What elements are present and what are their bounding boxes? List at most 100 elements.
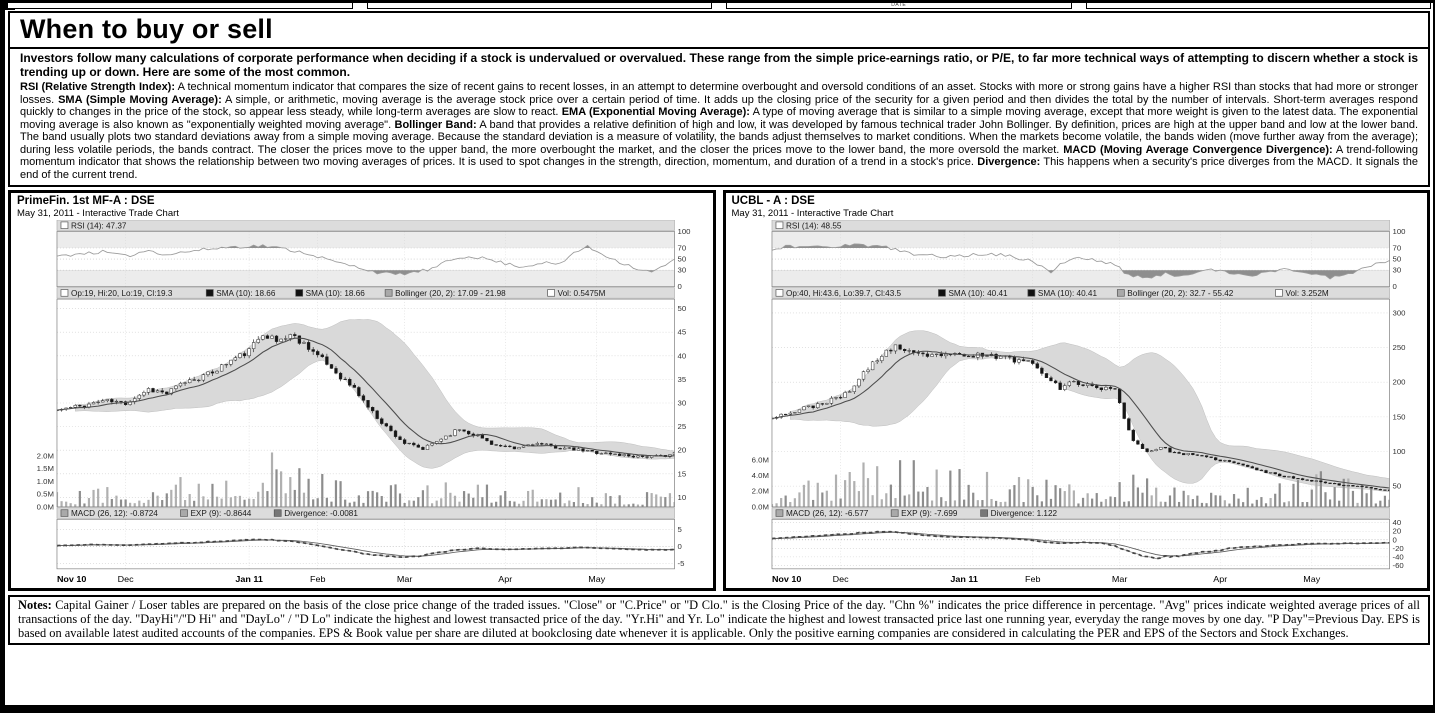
legend-label: SMA (10): 18.66 <box>216 289 276 298</box>
svg-text:10: 10 <box>678 493 687 502</box>
svg-text:Dec: Dec <box>118 574 135 584</box>
outline-legend-swatch-icon <box>775 221 783 229</box>
legend-label: Vol: 3.252M <box>1285 289 1329 298</box>
svg-text:May: May <box>1303 574 1321 584</box>
macd-line <box>56 539 675 558</box>
svg-text:0.0M: 0.0M <box>751 503 768 512</box>
svg-text:45: 45 <box>678 328 687 337</box>
legend-label: Bollinger (20, 2): 32.7 - 55.42 <box>1127 289 1234 298</box>
svg-text:30: 30 <box>1392 266 1401 275</box>
rsi-line <box>56 244 675 276</box>
outline-legend-swatch-icon <box>1274 289 1283 297</box>
legend-label: Op:40, Hi:43.6, Lo:39.7, Cl:43.5 <box>785 289 901 298</box>
svg-text:30: 30 <box>678 399 687 408</box>
svg-text:70: 70 <box>678 244 687 253</box>
chart-subtitle: May 31, 2011 - Interactive Trade Chart <box>731 207 894 219</box>
svg-text:15: 15 <box>678 469 687 478</box>
svg-text:-40: -40 <box>1392 553 1403 562</box>
sma-line <box>56 337 675 457</box>
svg-text:5: 5 <box>678 525 682 534</box>
gray-legend-swatch-icon <box>60 509 69 517</box>
gray-legend-swatch-icon <box>1116 289 1125 297</box>
svg-text:0.5M: 0.5M <box>37 490 54 499</box>
svg-text:40: 40 <box>1392 518 1401 527</box>
svg-text:Feb: Feb <box>310 574 326 584</box>
legend-label: EXP (9): -0.8644 <box>190 509 251 518</box>
svg-text:1.0M: 1.0M <box>37 477 54 486</box>
legend-label: Op:19, Hi:20, Lo:19, Cl:19.3 <box>71 289 173 298</box>
legend-label: RSI (14): 47.37 <box>71 222 127 231</box>
page-fragment <box>366 3 712 9</box>
svg-text:Apr: Apr <box>1213 574 1227 584</box>
svg-text:Mar: Mar <box>1111 574 1127 584</box>
page-fragment: DATE <box>726 3 1072 9</box>
svg-text:70: 70 <box>1392 244 1401 253</box>
gray-legend-swatch-icon <box>384 289 393 297</box>
outline-legend-swatch-icon <box>60 221 69 229</box>
bollinger-band <box>789 330 1390 493</box>
svg-text:0: 0 <box>678 542 682 551</box>
ucbl-trade-chart: RSI (14): 48.55 Op:40, Hi:43.6, Lo:39.7, … <box>751 219 1405 584</box>
svg-text:200: 200 <box>1392 378 1405 387</box>
svg-text:Feb: Feb <box>1024 574 1040 584</box>
svg-text:50: 50 <box>1392 255 1401 264</box>
svg-text:20: 20 <box>1392 527 1401 536</box>
svg-text:Nov 10: Nov 10 <box>57 574 87 584</box>
rsi-overbought-fill <box>219 244 591 249</box>
top-page-fragments: DATE <box>7 3 1431 9</box>
svg-text:0: 0 <box>678 282 682 291</box>
svg-text:0: 0 <box>1392 282 1396 291</box>
svg-text:4.0M: 4.0M <box>751 471 768 480</box>
chart-title: PrimeFin. 1st MF-A : DSE <box>17 195 155 208</box>
svg-text:50: 50 <box>678 304 687 313</box>
svg-text:2.0M: 2.0M <box>37 452 54 461</box>
legend-label: SMA (10): 40.41 <box>948 289 1008 298</box>
black-legend-swatch-icon <box>205 289 214 297</box>
svg-text:Apr: Apr <box>498 574 512 584</box>
svg-text:Jan 11: Jan 11 <box>235 574 263 584</box>
macd-panel <box>56 519 675 569</box>
article-title: When to buy or sell <box>10 13 1428 49</box>
legend-label: SMA (10): 40.41 <box>1037 289 1097 298</box>
black-legend-swatch-icon <box>295 289 304 297</box>
chart-primefin: PrimeFin. 1st MF-A : DSE May 31, 2011 - … <box>8 190 716 591</box>
outline-legend-swatch-icon <box>60 289 69 297</box>
svg-text:100: 100 <box>678 227 691 236</box>
svg-text:50: 50 <box>678 255 687 264</box>
notes-box: Notes: Capital Gainer / Loser tables are… <box>8 594 1430 645</box>
svg-text:25: 25 <box>678 422 687 431</box>
rsi-panel <box>56 231 675 287</box>
legend-label: Divergence: -0.0081 <box>284 509 358 518</box>
chart-ucbl: UCBL - A : DSE May 31, 2011 - Interactiv… <box>722 190 1430 591</box>
svg-text:-20: -20 <box>1392 544 1403 553</box>
svg-text:250: 250 <box>1392 343 1405 352</box>
article-intro: Investors follow many calculations of co… <box>20 51 1418 79</box>
article-when-to-buy-or-sell: When to buy or sell Investors follow man… <box>8 11 1430 188</box>
svg-text:0.0M: 0.0M <box>37 503 54 512</box>
rsi-line <box>771 243 1390 280</box>
bollinger-band <box>75 319 675 469</box>
darkgray-legend-swatch-icon <box>979 509 988 517</box>
svg-text:150: 150 <box>1392 412 1405 421</box>
page-fragment <box>1085 3 1431 9</box>
legend-label: Divergence: 1.122 <box>990 509 1057 518</box>
chart-subtitle: May 31, 2011 - Interactive Trade Chart <box>17 207 179 219</box>
gray-legend-swatch-icon <box>775 509 783 517</box>
outline-legend-swatch-icon <box>547 289 555 297</box>
exp-line <box>56 539 675 557</box>
article-body: RSI (Relative Strength Index): A technic… <box>20 81 1419 181</box>
primefin-trade-chart: RSI (14): 47.37 Op:19, Hi:20, Lo:19, Cl:1… <box>37 219 691 584</box>
legend-label: Vol: 0.5475M <box>558 289 606 298</box>
gray-legend-swatch-icon <box>180 509 188 517</box>
svg-text:300: 300 <box>1392 309 1405 318</box>
svg-text:-60: -60 <box>1392 561 1403 570</box>
svg-text:Mar: Mar <box>397 574 413 584</box>
svg-text:Dec: Dec <box>832 574 849 584</box>
legend-label: MACD (26, 12): -6.577 <box>785 509 868 518</box>
svg-text:0: 0 <box>1392 535 1396 544</box>
svg-text:40: 40 <box>678 351 687 360</box>
svg-text:-5: -5 <box>678 559 685 568</box>
svg-text:30: 30 <box>678 266 687 275</box>
black-legend-swatch-icon <box>937 289 946 297</box>
